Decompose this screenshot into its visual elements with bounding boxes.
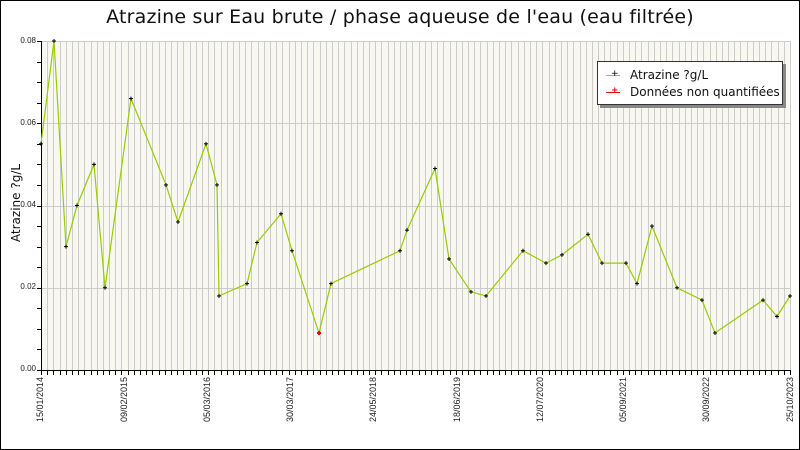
chart-legend: + Atrazine ?g/L + Données non quantifiée… — [597, 61, 783, 105]
legend-label: Atrazine ?g/L — [630, 68, 709, 82]
x-tick-label: 25/10/2023 — [785, 377, 795, 423]
x-tick-label: 05/09/2021 — [618, 377, 628, 423]
x-tick-label: 30/03/2017 — [285, 377, 295, 423]
y-tick-0.06: 0.06 — [20, 118, 36, 127]
x-tick-label: 09/02/2015 — [119, 377, 129, 423]
legend-label: Données non quantifiées — [630, 85, 780, 99]
x-tick-label: 30/09/2022 — [701, 377, 711, 423]
y-tick-0.08: 0.08 — [20, 36, 36, 45]
legend-item-atrazine: + Atrazine ?g/L — [606, 67, 708, 83]
legend-item-non-quantified: + Données non quantifiées — [606, 84, 780, 100]
x-tick-label: 05/03/2016 — [202, 377, 212, 423]
legend-line-marker-icon: + — [606, 70, 624, 80]
y-tick-0.02: 0.02 — [20, 282, 36, 291]
x-tick-label: 15/01/2014 — [35, 377, 45, 423]
y-tick-0.00: 0.00 — [20, 364, 36, 373]
chart-title: Atrazine sur Eau brute / phase aqueuse d… — [106, 6, 694, 28]
x-tick-label: 24/05/2018 — [368, 377, 378, 423]
x-tick-label: 18/06/2019 — [452, 377, 462, 423]
x-tick-label: 12/07/2020 — [535, 377, 545, 423]
y-tick-0.04: 0.04 — [20, 200, 36, 209]
legend-red-marker-icon: + — [606, 87, 624, 97]
